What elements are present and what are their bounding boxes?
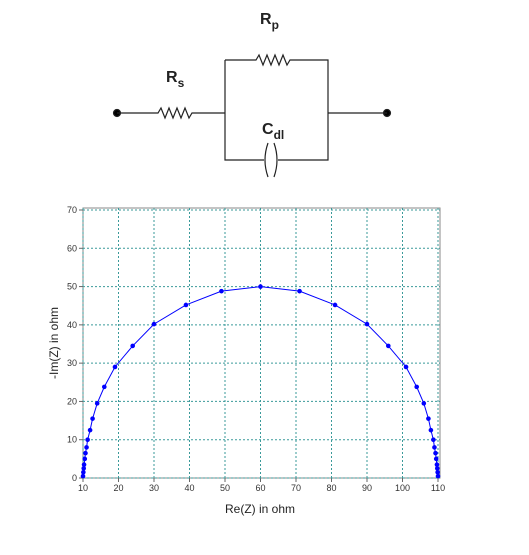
- y-tick-label: 70: [67, 205, 77, 215]
- point: [364, 321, 370, 327]
- component-label: Rs: [166, 69, 185, 90]
- point: [403, 364, 409, 370]
- point: [81, 469, 86, 475]
- x-tick-label: 30: [149, 483, 159, 493]
- point: [90, 416, 95, 421]
- x-tick-label: 10: [78, 483, 88, 493]
- x-tick-label: 20: [113, 483, 123, 493]
- point: [80, 473, 86, 479]
- point: [386, 343, 391, 349]
- point: [435, 473, 441, 479]
- point: [102, 384, 107, 390]
- symbol: R: [260, 11, 272, 28]
- point: [94, 401, 100, 406]
- point: [433, 450, 438, 456]
- point: [81, 462, 87, 467]
- subscript: s: [178, 76, 185, 90]
- point: [81, 466, 87, 471]
- wire: [224, 60, 264, 161]
- wire: [117, 106, 225, 120]
- point: [434, 466, 440, 471]
- point: [130, 343, 135, 349]
- wire: [225, 53, 329, 161]
- point: [426, 416, 431, 421]
- point: [432, 445, 437, 450]
- subscript: dl: [274, 128, 285, 142]
- plot-area: [82, 207, 441, 479]
- x-tick-label: 100: [395, 483, 410, 493]
- point: [414, 384, 420, 390]
- point: [428, 427, 434, 433]
- x-tick-label: 110: [431, 483, 445, 493]
- point: [433, 456, 439, 462]
- point: [85, 437, 90, 443]
- point: [332, 302, 338, 308]
- y-tick-label: 40: [67, 320, 77, 330]
- point: [151, 321, 157, 327]
- y-tick-label: 50: [67, 282, 77, 292]
- subscript: p: [272, 18, 279, 32]
- y-tick-label: 60: [67, 243, 77, 253]
- point: [297, 288, 302, 294]
- circuit: [112, 53, 392, 178]
- y-tick-label: 0: [72, 473, 77, 483]
- x-tick-label: 80: [326, 483, 336, 493]
- y-tick-label: 20: [67, 396, 77, 406]
- x-tick-label: 60: [255, 483, 265, 493]
- point: [258, 284, 263, 289]
- capacitor-plate: [264, 142, 269, 178]
- x-tick-label: 40: [184, 483, 194, 493]
- x-tick-label: 50: [220, 483, 230, 493]
- symbol: C: [262, 121, 274, 138]
- point: [421, 401, 427, 406]
- point: [434, 462, 440, 467]
- x-tick-label: 70: [291, 483, 301, 493]
- point: [112, 364, 118, 370]
- x-axis-label: Re(Z) in ohm: [225, 502, 295, 516]
- y-axis-label: -Im(Z) in ohm: [47, 307, 61, 379]
- y-tick-label: 10: [67, 435, 77, 445]
- point: [183, 302, 189, 308]
- point: [431, 437, 436, 443]
- point: [87, 427, 93, 433]
- component-label: Cdl: [262, 121, 284, 142]
- y-tick-label: 30: [67, 358, 77, 368]
- point: [84, 445, 89, 450]
- point: [83, 450, 88, 456]
- capacitor-plate: [273, 142, 278, 178]
- point: [219, 288, 224, 294]
- symbol: R: [166, 69, 178, 86]
- point: [435, 469, 440, 475]
- x-tick-label: 90: [362, 483, 372, 493]
- component-label: Rp: [260, 11, 279, 32]
- point: [82, 456, 88, 462]
